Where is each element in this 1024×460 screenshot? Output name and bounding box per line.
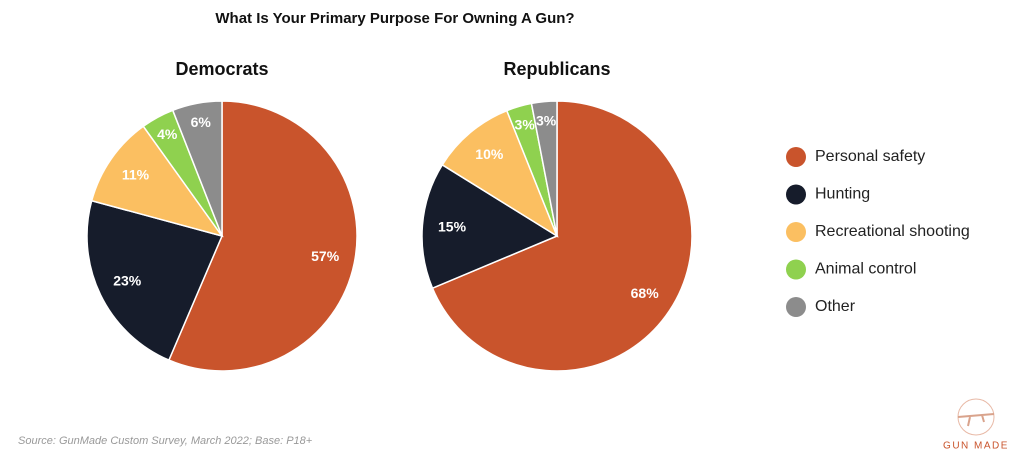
logo-icon: [957, 413, 995, 427]
data-label: 68%: [631, 285, 660, 301]
pie-slice: [171, 100, 223, 237]
legend-label: Recreational shooting: [815, 223, 970, 240]
legend-label: Animal control: [815, 261, 916, 278]
legend-swatch: [786, 222, 806, 242]
data-label: 10%: [475, 146, 504, 162]
data-label: 4%: [157, 126, 178, 142]
source-note: Source: GunMade Custom Survey, March 202…: [18, 435, 313, 447]
legend-swatch: [786, 297, 806, 317]
pie-slice: [167, 100, 358, 372]
legend-swatch: [786, 259, 806, 280]
pie-slice: [421, 163, 559, 290]
pie-slice: [530, 100, 558, 237]
logo-text: GUN MADE: [943, 441, 1009, 452]
pie-slice: [431, 100, 693, 372]
legend-label: Other: [815, 298, 856, 315]
data-label: 3%: [536, 112, 557, 128]
pie-slice: [86, 199, 224, 362]
pie-title: Republicans: [503, 59, 610, 79]
logo: GUN MADE: [943, 398, 1009, 452]
data-label: 23%: [113, 273, 142, 289]
chart-title: What Is Your Primary Purpose For Owning …: [215, 10, 574, 27]
pie-slice: [441, 109, 559, 238]
pie-slice: [90, 125, 224, 238]
legend-swatch: [786, 147, 806, 167]
data-label: 11%: [122, 167, 150, 183]
data-label: 15%: [438, 218, 467, 234]
data-label: 6%: [191, 114, 212, 130]
pie-title: Democrats: [175, 59, 268, 79]
legend-swatch: [786, 184, 806, 205]
legend-label: Hunting: [815, 186, 870, 203]
legend-label: Personal safety: [815, 148, 925, 165]
data-label: 57%: [311, 248, 340, 264]
data-label: 3%: [515, 117, 536, 133]
